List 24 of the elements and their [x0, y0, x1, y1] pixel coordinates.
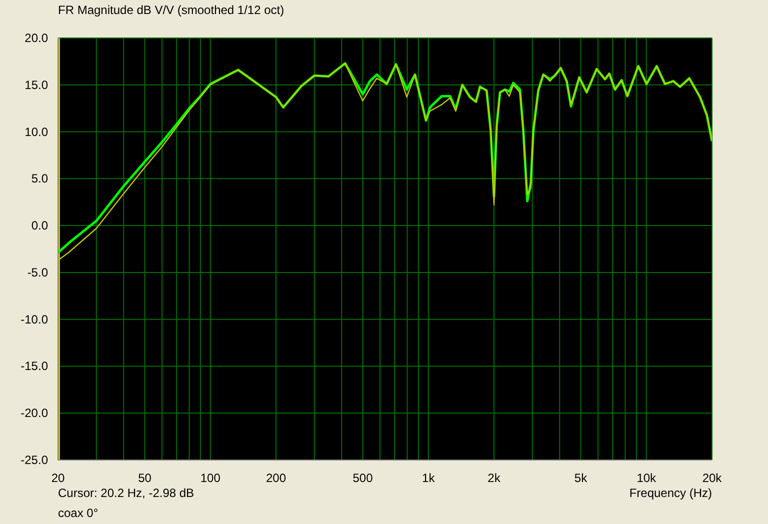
- y-tick-label: -5.0: [27, 265, 48, 280]
- y-tick-label: -20.0: [20, 406, 48, 420]
- x-tick-label: 1k: [422, 471, 436, 485]
- y-tick-label: -25.0: [20, 453, 48, 467]
- y-tick-label: -15.0: [20, 359, 48, 374]
- text: coax 0°: [58, 506, 98, 520]
- y-tick-label: 10.0: [24, 124, 48, 139]
- y-tick-label: -10.0: [20, 312, 48, 326]
- x-tick-label: 20: [51, 471, 65, 485]
- x-tick-label: 500: [352, 471, 374, 485]
- chart-title: FR Magnitude dB V/V (smoothed 1/12 oct): [58, 3, 284, 17]
- x-tick-label: 5k: [574, 471, 588, 485]
- y-tick-label: 0.0: [31, 218, 48, 233]
- x-tick-label: 20k: [702, 471, 723, 485]
- x-axis-title: Frequency (Hz): [629, 486, 712, 500]
- x-tick-label: 2k: [488, 471, 502, 485]
- x-tick-label: 200: [266, 471, 286, 485]
- x-tick-label: 10k: [636, 471, 658, 485]
- x-tick-label: 100: [200, 471, 221, 485]
- text: Cursor: 20.2 Hz, -2.98 dB: [58, 486, 194, 500]
- y-tick-label: 5.0: [31, 172, 48, 186]
- y-tick-label: 20.0: [24, 31, 48, 45]
- y-tick-label: 15.0: [24, 78, 48, 92]
- x-tick-label: 50: [138, 471, 152, 485]
